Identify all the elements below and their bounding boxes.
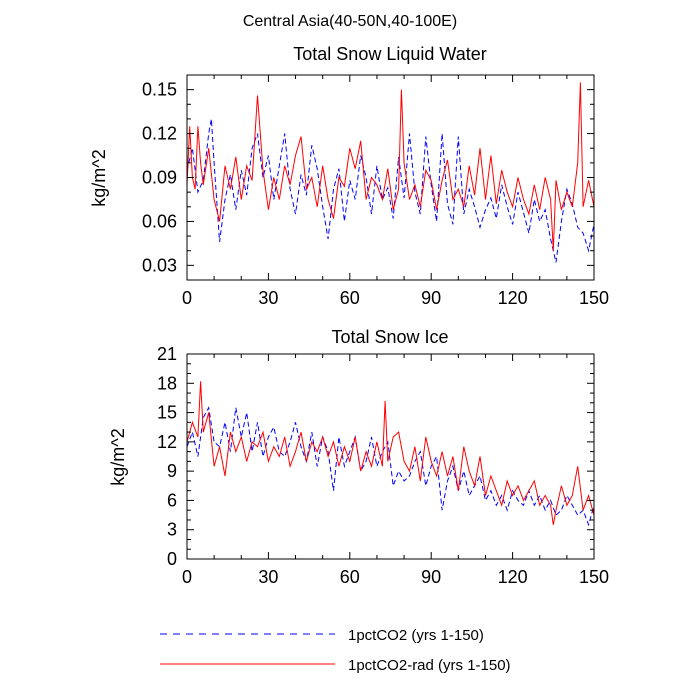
x-tick-label: 120	[498, 288, 528, 308]
y-tick-label: 0.12	[142, 124, 177, 144]
legend-label-1pctco2: 1pctCO2 (yrs 1-150)	[348, 627, 484, 644]
y-tick-label: 9	[167, 461, 177, 481]
x-tick-label: 30	[258, 567, 278, 587]
y-axis-label: kg/m^2	[108, 428, 128, 485]
x-tick-label: 60	[340, 567, 360, 587]
x-tick-label: 30	[258, 288, 278, 308]
panel-title: Total Snow Liquid Water	[293, 44, 486, 64]
series-line-1pctco2-rad	[186, 82, 595, 251]
y-tick-label: 0.06	[142, 211, 177, 231]
chart-panel-snow-liquid-water: Total Snow Liquid Water kg/m^2 0 30 60 90 12…	[89, 44, 609, 308]
series-line-1pctco2	[186, 406, 595, 527]
y-tick-label: 18	[157, 373, 177, 393]
x-tick-label: 90	[421, 288, 441, 308]
y-tick-label: 6	[167, 490, 177, 510]
x-tick-label: 0	[182, 288, 192, 308]
y-tick-label: 3	[167, 520, 177, 540]
x-tick-label: 0	[182, 567, 192, 587]
chart-panel-snow-ice: Total Snow Ice kg/m^2 0 30 60 90 120 150 0 3 6 9 1…	[108, 327, 609, 587]
y-tick-label: 15	[157, 403, 177, 423]
y-tick-label: 0	[167, 549, 177, 569]
y-tick-label: 0.15	[142, 80, 177, 100]
legend: 1pctCO2 (yrs 1-150) 1pctCO2-rad (yrs 1-1…	[160, 627, 511, 674]
legend-label-1pctco2-rad: 1pctCO2-rad (yrs 1-150)	[348, 657, 511, 674]
y-tick-label: 0.09	[142, 168, 177, 188]
x-tick-label: 150	[579, 567, 609, 587]
y-axis-label: kg/m^2	[89, 149, 109, 206]
y-tick-label: 21	[157, 344, 177, 364]
series-line-1pctco2-rad	[186, 381, 595, 525]
x-tick-label: 60	[340, 288, 360, 308]
y-tick-label: 12	[157, 432, 177, 452]
x-tick-label: 90	[421, 567, 441, 587]
panel-title: Total Snow Ice	[331, 327, 448, 347]
series-line-1pctco2	[186, 118, 595, 263]
x-tick-label: 120	[498, 567, 528, 587]
x-tick-label: 150	[579, 288, 609, 308]
plot-frame	[186, 353, 595, 560]
y-tick-label: 0.03	[142, 255, 177, 275]
plot-frame	[186, 74, 595, 281]
figure-title: Central Asia(40-50N,40-100E)	[243, 13, 457, 30]
